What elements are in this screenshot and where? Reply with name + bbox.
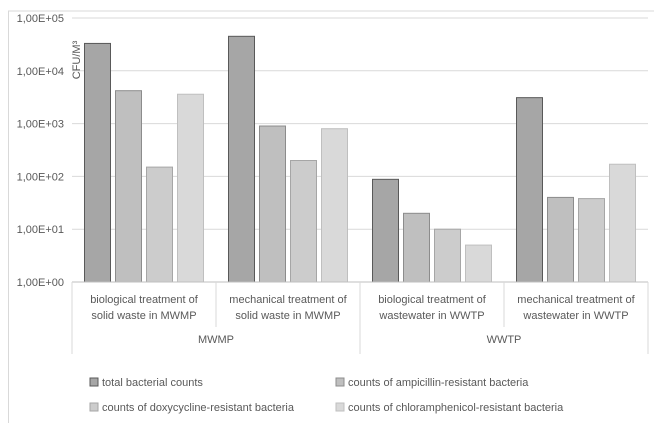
bar [115,90,142,283]
bar [177,93,204,283]
legend-label: counts of chloramphenicol-resistant bact… [348,402,564,414]
category-label: biological treatment of [378,294,487,306]
legend-label: counts of doxycycline-resistant bacteria [102,402,295,414]
category-label: biological treatment of [90,294,199,306]
legend: total bacterial counts counts of ampicill… [89,377,564,414]
category-label: wastewater in WWTP [522,310,628,322]
legend-swatch [89,402,99,412]
bar [321,128,348,283]
y-tick-label: 1,00E+01 [17,224,64,236]
category-label: wastewater in WWTP [378,310,484,322]
legend-swatch [335,377,345,387]
category-label: solid waste in MWMP [91,310,196,322]
legend-label: total bacterial counts [102,377,203,389]
bar [259,125,286,283]
y-axis-tick-labels: 1,00E+00 1,00E+01 1,00E+02 1,00E+03 1,00E+04… [17,13,64,289]
group-label: MWMP [198,334,234,346]
category-label: solid waste in MWMP [235,310,340,322]
bar [609,163,636,283]
bar [403,212,430,283]
y-axis-title: CFU/M³ [71,40,83,79]
group-label: WWTP [487,334,522,346]
y-tick-label: 1,00E+02 [17,171,64,183]
y-tick-label: 1,00E+00 [17,277,64,289]
category-label: mechanical treatment of [517,294,635,306]
bar [84,42,111,283]
bar [547,196,574,283]
bar [290,160,317,283]
bars [84,35,636,283]
legend-label: counts of ampicillin-resistant bacteria [348,377,529,389]
bar [434,228,461,283]
y-tick-label: 1,00E+05 [17,13,64,25]
legend-swatch [89,377,99,387]
bar [516,97,543,283]
bar [465,244,492,283]
bar [228,35,255,283]
bar [578,198,605,283]
y-tick-label: 1,00E+04 [17,66,64,78]
category-label: mechanical treatment of [229,294,347,306]
y-tick-label: 1,00E+03 [17,119,64,131]
bar [372,178,399,283]
bar [146,166,173,283]
x-axis: biological treatment of solid waste in MW… [71,281,649,354]
legend-swatch [335,402,345,412]
